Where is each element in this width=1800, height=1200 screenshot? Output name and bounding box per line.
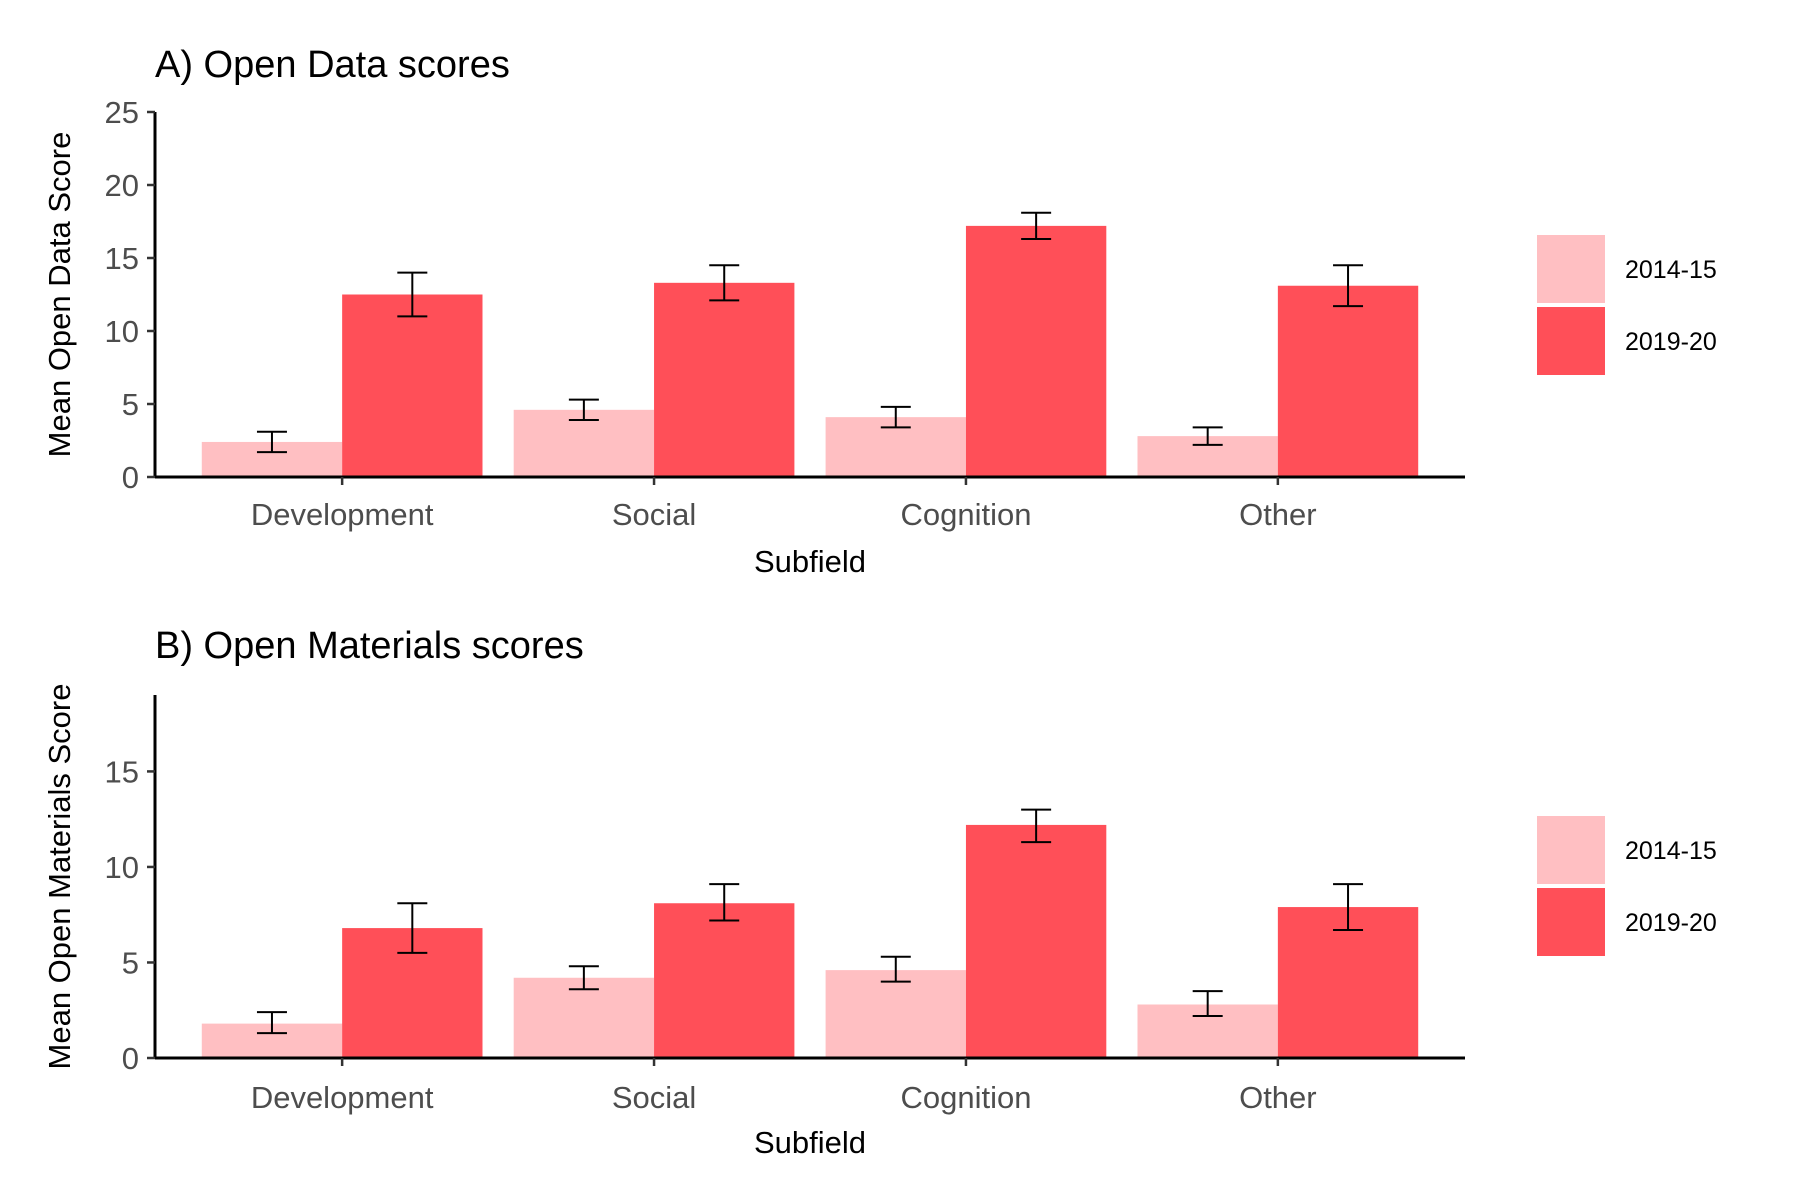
x-tick-label-social: Social bbox=[612, 1080, 696, 1115]
panel-title-0: A) Open Data scores bbox=[155, 44, 510, 86]
legend-key-2014-15 bbox=[1537, 235, 1605, 303]
y-tick-label: 5 bbox=[122, 945, 139, 980]
y-tick-label: 15 bbox=[105, 754, 139, 789]
legend-label-2014-15: 2014-15 bbox=[1625, 837, 1717, 865]
y-tick-label: 10 bbox=[105, 850, 139, 885]
legend-label-2014-15: 2014-15 bbox=[1625, 256, 1717, 284]
x-axis-title: Subfield bbox=[754, 1125, 866, 1160]
bar-2019-20-social bbox=[654, 282, 795, 477]
panel-title-1: B) Open Materials scores bbox=[155, 625, 584, 667]
x-axis-title: Subfield bbox=[754, 544, 866, 579]
y-tick-label: 15 bbox=[105, 241, 139, 276]
bar-2019-20-other bbox=[1277, 285, 1419, 477]
bar-2019-20-cognition bbox=[965, 824, 1107, 1058]
bar-2019-20-social bbox=[654, 903, 795, 1058]
bar-2014-15-social bbox=[513, 977, 655, 1058]
y-tick-label: 0 bbox=[122, 1041, 139, 1076]
x-tick-label-development: Development bbox=[251, 1080, 434, 1115]
y-axis-title: Mean Open Data Score bbox=[42, 132, 77, 458]
x-tick-label-cognition: Cognition bbox=[900, 497, 1031, 532]
bar-2019-20-other bbox=[1277, 907, 1419, 1058]
y-tick-label: 20 bbox=[105, 168, 139, 203]
legend-key-2019-20 bbox=[1537, 888, 1605, 956]
legend-label-2019-20: 2019-20 bbox=[1625, 909, 1717, 937]
bar-2014-15-cognition bbox=[825, 970, 966, 1058]
x-tick-label-other: Other bbox=[1239, 497, 1317, 532]
y-tick-label: 5 bbox=[122, 387, 139, 422]
y-axis-title: Mean Open Materials Score bbox=[42, 684, 77, 1070]
x-tick-label-cognition: Cognition bbox=[900, 1080, 1031, 1115]
y-tick-label: 25 bbox=[105, 95, 139, 130]
legend-label-2019-20: 2019-20 bbox=[1625, 328, 1717, 356]
x-tick-label-other: Other bbox=[1239, 1080, 1317, 1115]
bar-2019-20-cognition bbox=[965, 225, 1107, 477]
legend-key-2019-20 bbox=[1537, 307, 1605, 375]
x-tick-label-development: Development bbox=[251, 497, 434, 532]
x-tick-label-social: Social bbox=[612, 497, 696, 532]
y-tick-label: 10 bbox=[105, 314, 139, 349]
y-tick-label: 0 bbox=[122, 460, 139, 495]
legend-key-2014-15 bbox=[1537, 816, 1605, 884]
bar-2019-20-development bbox=[342, 294, 483, 477]
